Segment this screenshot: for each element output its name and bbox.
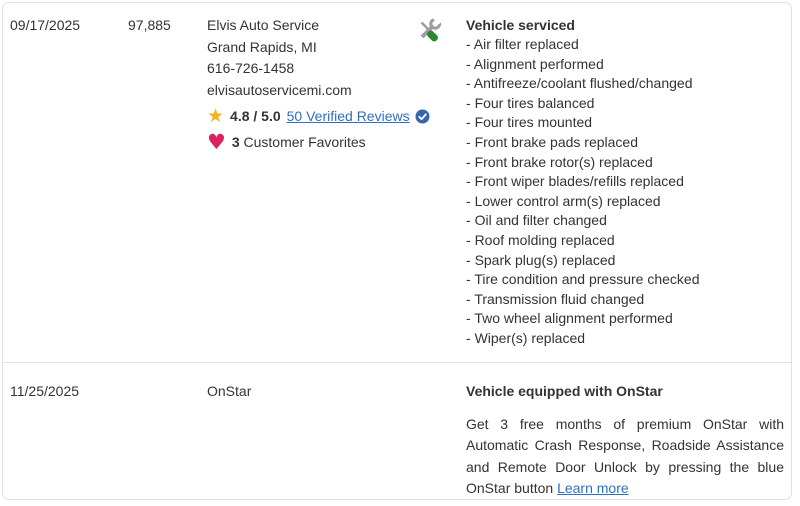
record-row-onstar: 11/25/2025 OnStar Vehicle equipped with … <box>3 363 791 500</box>
service-item: Antifreeze/coolant flushed/changed <box>466 74 785 94</box>
favorites-count: 3 <box>231 134 240 150</box>
verified-reviews-link[interactable]: 50 Verified Reviews <box>286 108 410 124</box>
record-mileage: 97,885 <box>128 17 171 33</box>
heart-icon: ♥ <box>207 129 226 154</box>
service-item: Two wheel alignment performed <box>466 309 785 329</box>
source-website: elvisautoservicemi.com <box>207 81 352 98</box>
record-icon-cell <box>415 15 466 44</box>
source-name: OnStar <box>207 382 252 399</box>
record-row-service: 09/17/2025 97,885 Elvis Auto Service Gra… <box>3 3 791 363</box>
record-details: Vehicle serviced Air filter replaced Ali… <box>466 15 785 349</box>
source-phone: 616-726-1458 <box>207 60 295 76</box>
description-text: Get 3 free months of premium OnStar with… <box>466 415 784 497</box>
service-item: Alignment performed <box>466 55 785 75</box>
verified-badge-icon <box>415 109 430 124</box>
record-source: Elvis Auto Service Grand Rapids, MI 616-… <box>207 15 430 153</box>
tools-icon <box>415 16 466 44</box>
record-date: 09/17/2025 <box>10 17 81 33</box>
service-item: Four tires balanced <box>466 94 785 114</box>
star-icon: ★ <box>207 104 225 127</box>
record-title: Vehicle serviced <box>466 17 575 33</box>
service-item: Tire condition and pressure checked <box>466 270 785 290</box>
service-item: Front wiper blades/refills replaced <box>466 172 785 192</box>
service-item: Air filter replaced <box>466 35 785 55</box>
service-item: Lower control arm(s) replaced <box>466 192 785 212</box>
favorites-label-text: Customer Favorites <box>243 134 366 150</box>
history-records-card: 09/17/2025 97,885 Elvis Auto Service Gra… <box>2 2 792 500</box>
service-item: Wiper(s) replaced <box>466 329 785 349</box>
learn-more-link[interactable]: Learn more <box>557 480 629 496</box>
record-date: 11/25/2025 <box>10 382 80 399</box>
record-title: Vehicle equipped with OnStar <box>466 382 663 399</box>
record-source: OnStar <box>207 381 415 403</box>
rating-score: 4.8 / 5.0 <box>230 108 281 124</box>
record-details: Vehicle equipped with OnStar Get 3 free … <box>466 381 785 500</box>
service-item: Roof molding replaced <box>466 231 785 251</box>
source-location: Grand Rapids, MI <box>207 38 317 55</box>
record-description: Get 3 free months of premium OnStar with… <box>466 414 785 500</box>
service-item: Front brake rotor(s) replaced <box>466 153 785 173</box>
service-item: Transmission fluid changed <box>466 290 785 310</box>
favorites-line: ♥ 3 Customer Favorites <box>207 131 415 153</box>
service-item: Four tires mounted <box>466 113 785 133</box>
service-item: Front brake pads replaced <box>466 133 785 153</box>
rating-line: ★ 4.8 / 5.0 50 Verified Reviews <box>207 104 430 127</box>
service-item: Spark plug(s) replaced <box>466 251 785 271</box>
service-item: Oil and filter changed <box>466 211 785 231</box>
source-name: Elvis Auto Service <box>207 17 320 33</box>
